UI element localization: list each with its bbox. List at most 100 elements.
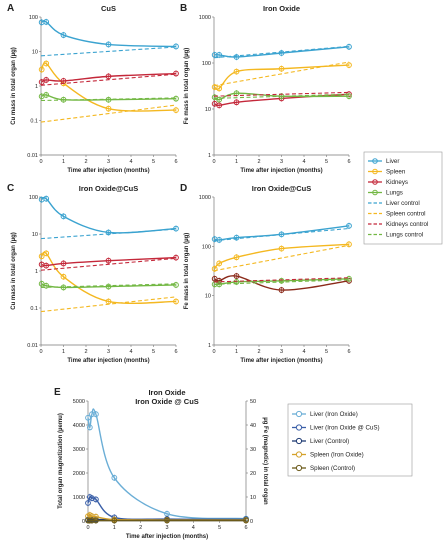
legend-item: Spleen [368, 169, 406, 176]
x-tick-label: 4 [129, 159, 132, 165]
data-point [86, 424, 93, 431]
x-tick-label: 1 [235, 349, 238, 355]
x-tick-label: 3 [107, 349, 110, 355]
legend-item: Kidneys control [368, 221, 428, 228]
data-point [173, 95, 179, 102]
data-point [105, 283, 112, 290]
legend-item: Lungs [368, 190, 403, 197]
data-point [278, 65, 285, 72]
x-tick-label: 0 [212, 349, 215, 355]
y-tick-label: 1 [208, 153, 211, 159]
data-point [93, 411, 99, 418]
legend-swatch-marker [295, 464, 303, 472]
data-point [43, 250, 50, 257]
data-point [105, 73, 112, 80]
x-tick-label: 6 [174, 159, 177, 165]
y2-axis-label: µg Fe (magnetic) in total organ [262, 417, 268, 505]
y-tick-label: 1 [35, 84, 38, 90]
y-tick-label: 10 [32, 50, 38, 56]
data-point [43, 92, 50, 98]
x-tick-label: 4 [129, 349, 132, 355]
legend-label: Kidneys [386, 179, 408, 186]
data-point [60, 273, 67, 280]
data-point [278, 287, 285, 293]
legend-item: Lungs control [368, 232, 423, 239]
chart-title: Iron Oxide@CuS [79, 184, 138, 193]
data-point [105, 257, 112, 264]
legend-label: Kidneys control [386, 221, 428, 228]
legend-magnetization: Liver (Iron Oxide) Liver (Iron Oxide @ Cu… [287, 403, 413, 477]
x-tick-label: 5 [325, 349, 328, 355]
data-point [278, 245, 285, 252]
y2-tick-label: 40 [250, 423, 256, 429]
data-point [346, 93, 352, 100]
legend-swatch-marker [372, 179, 378, 185]
y-tick-label: 0 [82, 519, 85, 525]
legend-swatch-marker [295, 437, 303, 445]
x-tick-label: 0 [39, 349, 42, 355]
series-line-liver [214, 225, 350, 241]
y-tick-label: 0.1 [30, 306, 38, 312]
x-tick-label: 1 [113, 525, 116, 531]
x-tick-label: 3 [165, 525, 168, 531]
y-tick-label: 100 [202, 61, 211, 67]
series-line-lungs-control [213, 93, 350, 99]
x-tick-label: 1 [235, 159, 238, 165]
y-tick-label: 1 [35, 269, 38, 275]
y-tick-label: 1 [208, 343, 211, 349]
series-line-kidneys-control [40, 257, 177, 271]
data-point [60, 32, 67, 38]
x-tick-label: 6 [347, 159, 350, 165]
y-axis-label: Fe mass in total organ (µg) [184, 48, 190, 124]
data-point [89, 517, 95, 524]
panel-c: C Iron Oxide@CuS 0 1 2 3 4 5 6 0.01 0.1 1 10 100 Time … [7, 183, 179, 364]
legend-swatch-marker [295, 410, 303, 418]
data-point [346, 62, 352, 69]
data-point [89, 411, 95, 418]
legend-swatch-marker [372, 158, 378, 164]
y2-tick-label: 50 [250, 399, 256, 405]
data-point [43, 262, 50, 269]
legend-item: Kidneys [368, 179, 408, 186]
data-point [346, 241, 352, 248]
data-point [93, 517, 99, 524]
x-tick-label: 4 [302, 349, 305, 355]
chart-title: Iron Oxide [148, 388, 185, 397]
legend-label: Spleen control [386, 211, 426, 218]
x-tick-label: 2 [257, 159, 260, 165]
legend-item: Spleen control [368, 211, 426, 218]
series-line-lungs-control [40, 283, 177, 288]
legend-item: Liver (Iron Oxide) [292, 410, 358, 418]
y-tick-label: 1000 [199, 195, 211, 201]
legend-label: Spleen (Iron Oxide) [310, 452, 364, 459]
data-point [173, 254, 179, 261]
data-point [216, 51, 223, 58]
legend-label: Liver (Iron Oxide) [310, 411, 358, 418]
data-point [43, 60, 50, 67]
data-point [164, 517, 170, 524]
data-point [173, 298, 179, 305]
panel-letter: D [180, 183, 187, 194]
data-point [243, 517, 249, 524]
data-point [233, 99, 240, 106]
data-point [38, 66, 45, 73]
data-point [216, 102, 223, 109]
chart-title: Iron Oxide [263, 4, 300, 13]
x-tick-label: 4 [192, 525, 195, 531]
y-tick-label: 10 [205, 294, 211, 300]
series-line-spleen [214, 243, 350, 270]
y-axis-label: Total organ magnetization (µemu) [58, 413, 64, 509]
series-line-kidneys-control [213, 277, 350, 283]
y-tick-label: 4000 [73, 423, 85, 429]
y-tick-label: 0.01 [27, 343, 38, 349]
data-point [346, 222, 352, 229]
data-point [233, 234, 240, 241]
data-point [346, 275, 352, 282]
data-point [38, 79, 45, 85]
y-tick-label: 0.01 [27, 153, 38, 159]
x-tick-label: 1 [62, 159, 65, 165]
series-line-spleen-control [40, 104, 177, 123]
data-point [233, 54, 240, 60]
x-axis-label: Time after injection (months) [67, 358, 149, 364]
